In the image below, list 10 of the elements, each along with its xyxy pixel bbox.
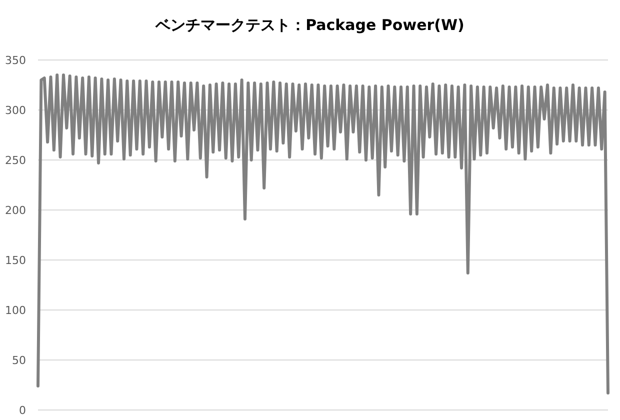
- y-tick-label: 250: [5, 154, 26, 167]
- chart-title: ベンチマークテスト：Package Power(W): [154, 16, 464, 34]
- y-tick-label: 0: [19, 404, 26, 417]
- line-series: [36, 74, 610, 394]
- y-tick-label: 50: [12, 354, 26, 367]
- y-tick-label: 300: [5, 104, 26, 117]
- y-tick-label: 150: [5, 254, 26, 267]
- y-tick-label: 200: [5, 204, 26, 217]
- y-tick-label: 350: [5, 54, 26, 67]
- y-tick-label: 100: [5, 304, 26, 317]
